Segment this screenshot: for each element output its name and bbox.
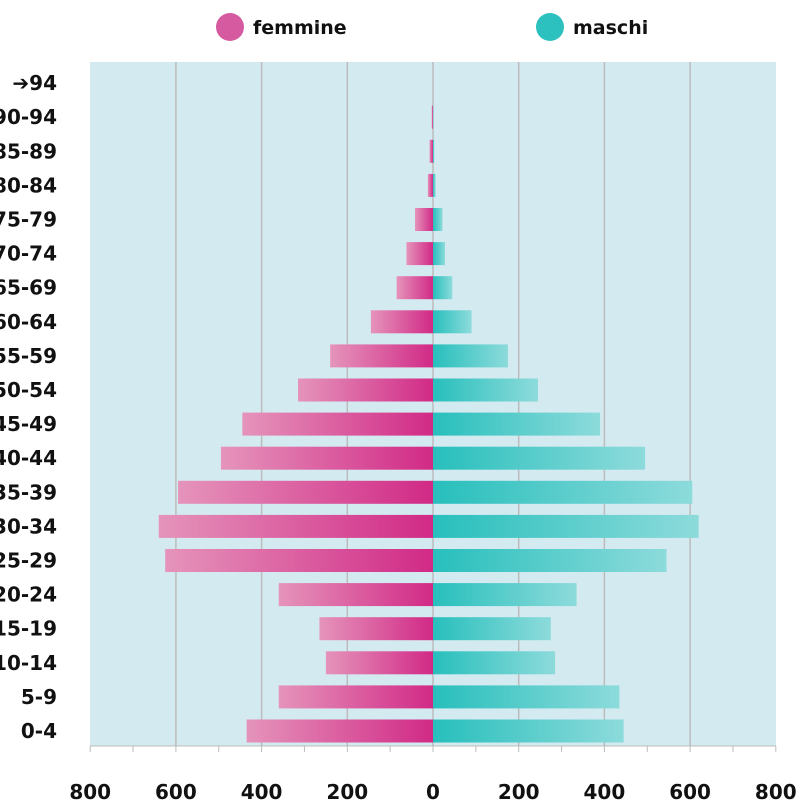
bar-femmine-10-14 xyxy=(325,651,433,675)
y-tick-label: 80-84 xyxy=(0,173,57,197)
x-tick-label: 600 xyxy=(669,780,711,804)
bar-femmine-25-29 xyxy=(165,549,433,572)
y-tick-label: 35-39 xyxy=(0,480,57,504)
y-tick-label: 65-69 xyxy=(0,276,57,300)
bar-maschi-40-44 xyxy=(433,446,646,470)
y-tick-label: 45-49 xyxy=(0,412,57,436)
bar-femmine-75-79 xyxy=(415,208,433,231)
x-tick-label: 0 xyxy=(426,780,440,804)
bar-femmine-90-94 xyxy=(431,105,433,129)
bar-femmine-80-84 xyxy=(427,173,433,197)
bar-femmine-50-54 xyxy=(298,378,433,402)
x-tick-label: 400 xyxy=(241,780,283,804)
bar-maschi-20-24 xyxy=(433,583,577,607)
bar-femmine-45-49 xyxy=(242,412,433,436)
bar-maschi-5-9 xyxy=(433,685,620,709)
bar-femmine-5-9 xyxy=(278,685,433,709)
legend: femmine maschi xyxy=(216,13,648,41)
bar-femmine-65-69 xyxy=(396,276,433,300)
bar-maschi-75-79 xyxy=(433,208,443,231)
y-tick-label: 25-29 xyxy=(0,549,57,573)
bar-maschi-70-74 xyxy=(433,242,445,266)
bar-femmine-15-19 xyxy=(319,617,433,641)
bars xyxy=(158,105,699,743)
bar-femmine-0-4 xyxy=(246,719,433,743)
y-tick-label: 60-64 xyxy=(0,310,57,334)
y-tick-label: 40-44 xyxy=(0,446,57,470)
bar-femmine-85-89 xyxy=(429,139,433,163)
y-tick-label: 20-24 xyxy=(0,583,57,607)
y-tick-label: 15-19 xyxy=(0,617,57,641)
x-axis-ticks xyxy=(89,746,777,752)
y-tick-label: 5-9 xyxy=(21,685,57,709)
bar-femmine-30-34 xyxy=(158,514,433,538)
bar-maschi-0-4 xyxy=(433,719,624,743)
bar-maschi-85-89 xyxy=(433,139,435,163)
y-tick-label: ➔94 xyxy=(12,71,57,95)
bar-maschi-35-39 xyxy=(433,480,693,504)
bar-maschi-60-64 xyxy=(433,310,472,334)
bar-maschi-15-19 xyxy=(433,617,551,641)
y-tick-label: 50-54 xyxy=(0,378,57,402)
bar-femmine-60-64 xyxy=(370,310,433,334)
y-tick-label: 90-94 xyxy=(0,105,57,129)
y-tick-label: 85-89 xyxy=(0,139,57,163)
x-axis-labels: 800 600 400 200 0 200 400 600 800 xyxy=(69,780,796,804)
x-tick-label: 200 xyxy=(498,780,540,804)
legend-maschi-marker xyxy=(536,13,564,41)
bar-maschi-55-59 xyxy=(433,344,508,368)
bar-femmine-55-59 xyxy=(330,344,433,368)
bar-maschi-25-29 xyxy=(433,549,667,572)
legend-femmine-label: femmine xyxy=(253,17,347,39)
bar-maschi-30-34 xyxy=(433,514,699,538)
y-tick-label: 0-4 xyxy=(21,719,57,743)
x-tick-label: 600 xyxy=(155,780,197,804)
y-tick-label: 75-79 xyxy=(0,208,57,232)
y-tick-label: 55-59 xyxy=(0,344,57,368)
y-tick-label: 70-74 xyxy=(0,242,57,266)
bar-femmine-70-74 xyxy=(406,242,433,266)
bar-maschi-65-69 xyxy=(433,276,453,300)
x-tick-label: 800 xyxy=(755,780,797,804)
x-tick-label: 200 xyxy=(326,780,368,804)
x-tick-label: 800 xyxy=(69,780,111,804)
bar-maschi-45-49 xyxy=(433,412,601,436)
y-tick-label: 10-14 xyxy=(0,651,57,675)
bar-femmine-20-24 xyxy=(278,583,433,607)
x-tick-label: 400 xyxy=(584,780,626,804)
bar-maschi-50-54 xyxy=(433,378,538,402)
legend-maschi-label: maschi xyxy=(573,17,648,39)
y-axis-labels: 0-4 5-9 10-14 15-19 20-24 25-29 30-34 35-39 40-4… xyxy=(0,71,57,743)
bar-maschi-80-84 xyxy=(433,173,436,197)
y-tick-label: 30-34 xyxy=(0,514,57,538)
bar-femmine-35-39 xyxy=(178,480,433,504)
legend-femmine-marker xyxy=(216,13,244,41)
bar-maschi-10-14 xyxy=(433,651,556,675)
bar-femmine-40-44 xyxy=(220,446,433,470)
